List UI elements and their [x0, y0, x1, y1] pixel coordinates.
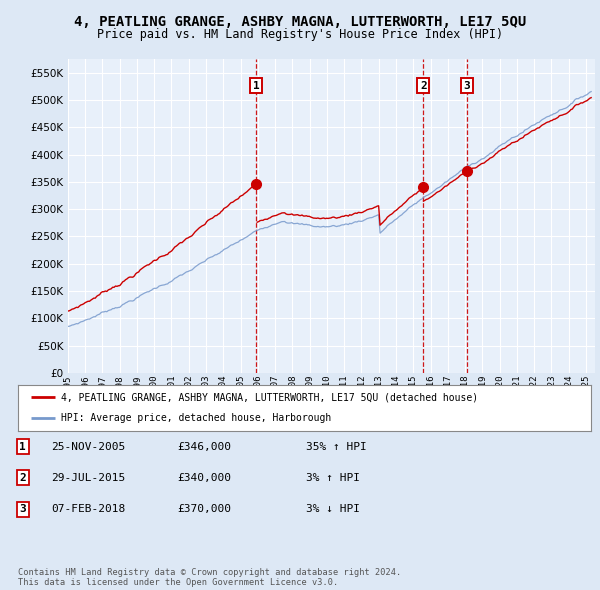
Text: 3% ↑ HPI: 3% ↑ HPI: [306, 473, 360, 483]
Text: 4, PEATLING GRANGE, ASHBY MAGNA, LUTTERWORTH, LE17 5QU: 4, PEATLING GRANGE, ASHBY MAGNA, LUTTERW…: [74, 15, 526, 30]
Text: 4, PEATLING GRANGE, ASHBY MAGNA, LUTTERWORTH, LE17 5QU (detached house): 4, PEATLING GRANGE, ASHBY MAGNA, LUTTERW…: [61, 392, 478, 402]
Text: 2: 2: [420, 81, 427, 91]
Text: £340,000: £340,000: [177, 473, 231, 483]
Text: 2: 2: [19, 473, 26, 483]
Text: Price paid vs. HM Land Registry's House Price Index (HPI): Price paid vs. HM Land Registry's House …: [97, 28, 503, 41]
Text: 35% ↑ HPI: 35% ↑ HPI: [306, 442, 367, 451]
Text: 1: 1: [253, 81, 259, 91]
Text: 1: 1: [19, 442, 26, 451]
Text: 3% ↓ HPI: 3% ↓ HPI: [306, 504, 360, 514]
Text: £346,000: £346,000: [177, 442, 231, 451]
Text: 25-NOV-2005: 25-NOV-2005: [51, 442, 125, 451]
Text: 3: 3: [19, 504, 26, 514]
Text: 07-FEB-2018: 07-FEB-2018: [51, 504, 125, 514]
Text: HPI: Average price, detached house, Harborough: HPI: Average price, detached house, Harb…: [61, 413, 331, 423]
Text: 29-JUL-2015: 29-JUL-2015: [51, 473, 125, 483]
Text: Contains HM Land Registry data © Crown copyright and database right 2024.
This d: Contains HM Land Registry data © Crown c…: [18, 568, 401, 587]
Text: £370,000: £370,000: [177, 504, 231, 514]
Text: 3: 3: [463, 81, 470, 91]
